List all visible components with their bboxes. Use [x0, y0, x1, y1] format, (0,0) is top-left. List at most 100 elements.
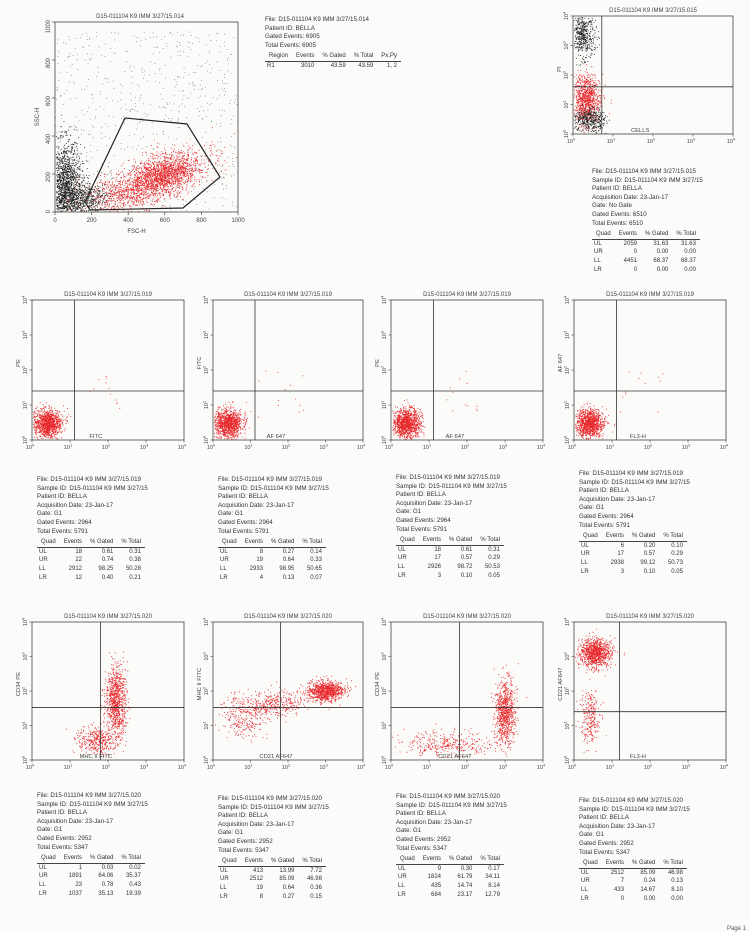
column-header: % Gated [445, 855, 477, 865]
plot-title: D15-011104 K9 IMM 3/27/15.019 [423, 292, 511, 298]
info-line: Acquisition Date: 23-Jan-17 [579, 495, 656, 503]
quad-stats-table: Quad Events% Gated% Total UL 9 0.30 0.17 UR 182… [396, 855, 504, 899]
table-cell: 0.61 [460, 546, 473, 553]
x-tick-label: 102 [102, 443, 111, 452]
table-cell: 50.65 [306, 565, 322, 572]
table-cell: UR [594, 249, 603, 256]
scatter-points [66, 651, 131, 758]
info-line: Gated Events: 2964 [37, 518, 92, 526]
table-cell: 98.25 [98, 565, 114, 572]
column-header: Events [601, 532, 629, 542]
scatter-points [574, 17, 612, 134]
plot-title: D15-011104 K9 IMM 3/27/15.019 [606, 292, 694, 298]
table-cell: UR [39, 557, 48, 564]
info-line: File: D15-011104 K9 IMM 3/27/15.014 [265, 16, 369, 23]
x-tick-label: 104 [357, 443, 366, 452]
table-cell: 0.07 [310, 574, 322, 581]
info-line: Patient ID: BELLA [37, 493, 87, 501]
x-tick-label: 104 [720, 763, 729, 772]
table-cell: 0.40 [101, 574, 114, 581]
scatter-points [215, 675, 357, 743]
column-header: Events [601, 859, 629, 869]
info-line: Total Events: 5791 [396, 525, 447, 533]
table-cell: UR [220, 876, 229, 883]
y-axis-label: CD34 PE [375, 672, 381, 696]
table-cell: UL [39, 548, 47, 555]
table-cell: UL [398, 546, 406, 553]
table-cell: 18 [75, 548, 83, 555]
y-tick-label: 100 [21, 755, 30, 764]
info-line: Gate: No Gate [592, 202, 632, 210]
table-row: UR 19 0.64 0.33 [218, 556, 326, 565]
x-tick-label: 103 [682, 443, 691, 452]
info-line: Gated Events: 6905 [265, 33, 320, 41]
table-cell: 13.99 [279, 867, 295, 874]
x-tick-label: 200 [87, 218, 98, 224]
quadrant-plot-p019a: D15-011104 K9 IMM 3/27/15.019 100 100 101 10… [2, 290, 194, 460]
info-line: Acquisition Date: 23-Jan-17 [37, 817, 114, 825]
y-tick-label: 104 [380, 617, 389, 626]
column-header: % Total [659, 532, 687, 542]
scatter-points [33, 376, 121, 440]
table-cell: 0.24 [643, 878, 656, 885]
column-header: Events [240, 538, 268, 548]
y-tick-label: 0 [46, 209, 52, 213]
plot-frame [212, 621, 364, 761]
quad-stats-table: Quad Events% Gated% Total UL 18 0.61 0.31 UR 17… [396, 536, 504, 580]
table-row: UR 0 0.00 0.00 [592, 248, 700, 257]
table-row: LL 23 0.78 0.43 [37, 881, 145, 890]
table-cell: 35.13 [98, 890, 114, 897]
info-line: Sample ID: D15-011104 K9 IMM 3/27/15 [37, 484, 148, 492]
info-line: Gate: G1 [579, 504, 605, 512]
x-tick-label: 101 [64, 443, 73, 452]
info-line: File: D15-011104 K9 IMM 3/27/15.019 [218, 476, 322, 483]
info-line: Patient ID: BELLA [37, 809, 87, 817]
table-row: UR 7 0.24 0.13 [579, 877, 687, 886]
info-line: Total Events: 5347 [396, 844, 447, 852]
y-tick-label: 104 [562, 11, 571, 20]
info-line: Patient ID: BELLA [265, 24, 315, 32]
table-cell: LL [39, 565, 46, 572]
page-footer: Page 1 [726, 926, 746, 932]
plot-info-p019b: File: D15-011104 K9 IMM 3/27/15.019 Sampl… [218, 476, 329, 582]
y-axis-label: CD21 AF647 [558, 667, 564, 700]
column-header: Region [265, 52, 293, 62]
info-line: Gate: G1 [218, 510, 244, 518]
x-tick-label: 1000 [231, 218, 245, 224]
plot-title: D15-011104 K9 IMM 3/27/15.020 [64, 614, 152, 620]
x-tick-label: 102 [461, 763, 470, 772]
plot-info-p019a: File: D15-011104 K9 IMM 3/27/15.019 Sampl… [37, 476, 148, 582]
x-tick-label: 103 [319, 443, 328, 452]
info-line: Acquisition Date: 23-Jan-17 [396, 818, 473, 826]
y-tick-label: 102 [21, 365, 30, 374]
info-line: Patient ID: BELLA [396, 491, 446, 499]
table-row: UL 2512 85.09 46.98 [579, 868, 687, 877]
table-cell: 0 [620, 895, 625, 902]
y-tick-label: 102 [202, 686, 211, 695]
table-row: UL 18 0.61 0.31 [37, 547, 145, 556]
y-tick-label: 200 [46, 171, 52, 182]
column-header: % Gated [267, 857, 299, 867]
x-tick-label: 104 [727, 137, 736, 146]
table-cell: LR [39, 890, 47, 897]
info-line: Gate: G1 [37, 510, 63, 518]
table-cell: UR [220, 557, 229, 564]
column-header: Quad [37, 854, 60, 864]
table-cell: 0.00 [656, 249, 669, 256]
table-cell: LL [594, 257, 601, 264]
scatter-points [575, 628, 625, 753]
column-header: Events [59, 854, 87, 864]
y-tick-label: 600 [46, 95, 52, 106]
x-tick-label: 400 [123, 218, 134, 224]
table-cell: 0.29 [671, 551, 683, 558]
table-cell: 98.95 [279, 565, 295, 572]
y-tick-label: 1000 [46, 19, 52, 33]
quadrant-plot-p020b: D15-011104 K9 IMM 3/27/15.020 100 100 101 10… [183, 612, 373, 780]
info-line: Gated Events: 6510 [592, 210, 647, 218]
table-cell: LR [220, 893, 228, 900]
table-row: LR 3 0.10 0.05 [579, 568, 687, 577]
table-cell: 0.31 [129, 548, 141, 555]
x-tick-label: 100 [26, 763, 35, 772]
